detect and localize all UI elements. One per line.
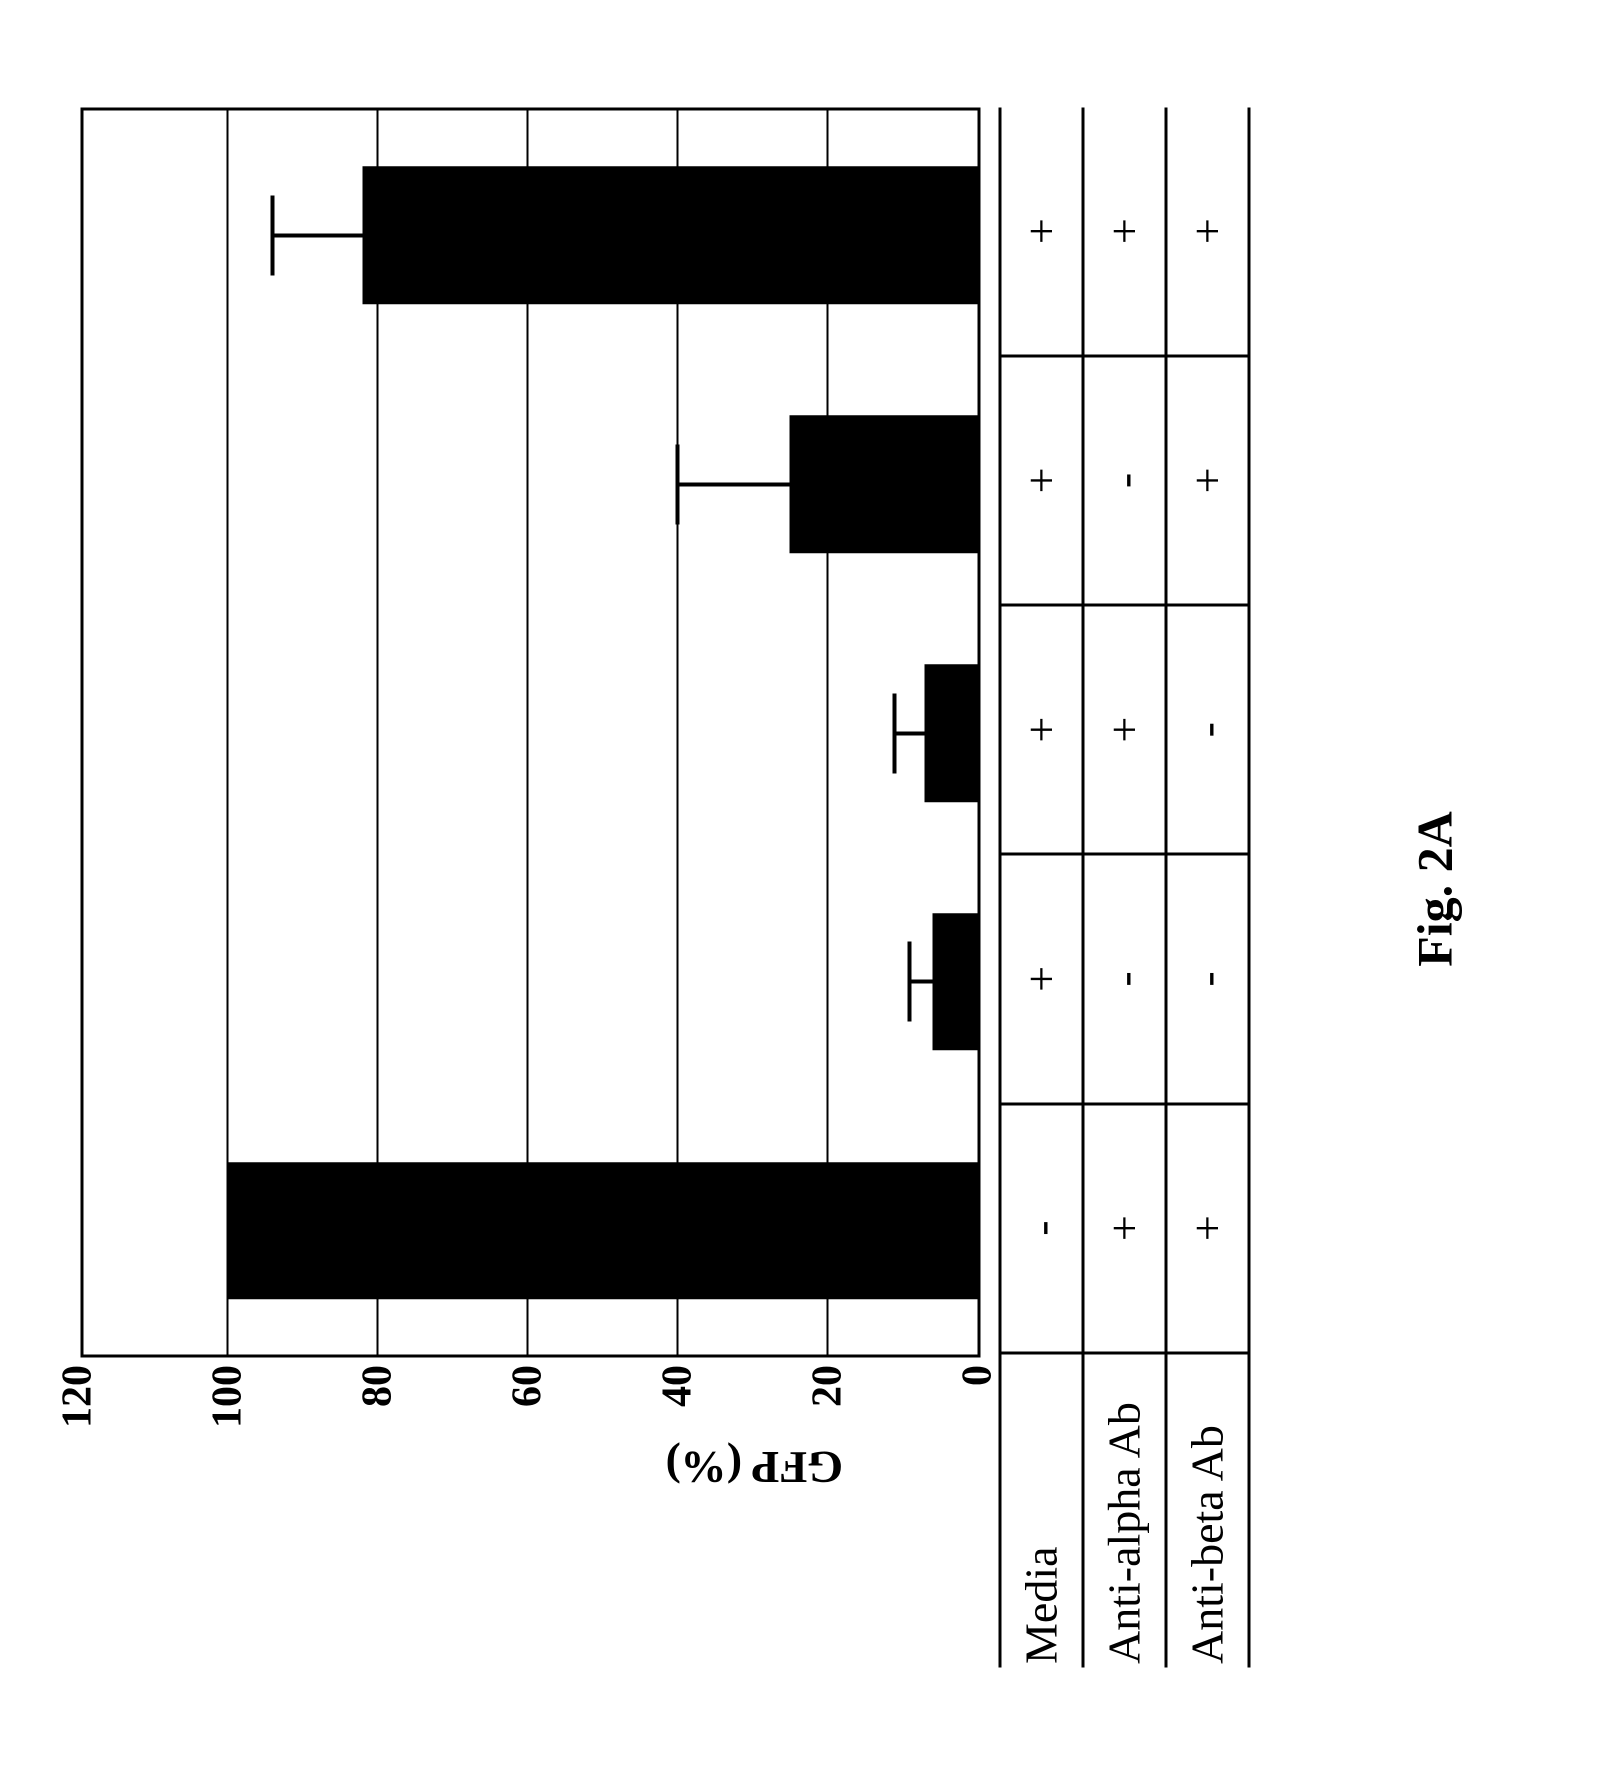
bars-container <box>83 111 977 1355</box>
condition-cell: - <box>1083 854 1166 1103</box>
error-cap <box>953 942 957 1022</box>
bar-slot <box>83 1106 977 1355</box>
y-tick-label: 100 <box>203 1365 251 1445</box>
bar-chart: GFP (%) 020406080100120 Media-++++Anti-a… <box>80 108 1250 1458</box>
condition-cell: + <box>1000 854 1083 1103</box>
condition-cell: + <box>1000 108 1083 356</box>
y-tick-label: 60 <box>503 1365 551 1445</box>
error-cap <box>953 693 957 773</box>
y-tick-label: 20 <box>803 1365 851 1445</box>
condition-cell: + <box>1083 605 1166 854</box>
error-cap <box>900 444 904 524</box>
bar-slot <box>83 609 977 858</box>
condition-label: Anti-alpha Ab <box>1083 1353 1166 1668</box>
condition-cell: + <box>1000 356 1083 605</box>
condition-cell: + <box>1083 1104 1166 1353</box>
condition-cell: - <box>1166 605 1249 854</box>
condition-row: Media-++++ <box>1000 108 1083 1668</box>
condition-table: Media-++++Anti-alpha Ab+-+-+Anti-beta Ab… <box>998 108 1250 1668</box>
condition-cell: + <box>1166 108 1249 356</box>
y-tick-label: 120 <box>53 1365 101 1445</box>
figure-caption: Fig. 2A <box>1405 0 1463 1778</box>
error-bar <box>895 731 955 735</box>
error-cap <box>450 195 454 275</box>
y-tick-label: 0 <box>953 1365 1001 1445</box>
condition-label: Media <box>1000 1353 1083 1668</box>
error-cap <box>675 444 679 524</box>
condition-row: Anti-beta Ab+--++ <box>1166 108 1249 1668</box>
error-cap <box>270 195 274 275</box>
condition-cell: - <box>1000 1104 1083 1353</box>
bar-slot <box>83 857 977 1106</box>
plot-area: 020406080100120 <box>80 108 980 1358</box>
condition-label: Anti-beta Ab <box>1166 1353 1249 1668</box>
y-tick-label: 80 <box>353 1365 401 1445</box>
bar-slot <box>83 360 977 609</box>
y-axis-label: GFP (%) <box>665 1442 843 1495</box>
error-cap <box>893 693 897 773</box>
bar <box>227 1162 977 1300</box>
y-tick-label: 40 <box>653 1365 701 1445</box>
condition-row: Anti-alpha Ab+-+-+ <box>1083 108 1166 1668</box>
bar <box>362 167 977 305</box>
error-bar <box>677 482 902 486</box>
condition-cell: - <box>1083 356 1166 605</box>
error-bar <box>910 980 955 984</box>
error-cap <box>908 942 912 1022</box>
condition-cell: + <box>1083 108 1166 356</box>
condition-cell: + <box>1000 605 1083 854</box>
error-bar <box>272 233 452 237</box>
bar-slot <box>83 111 977 360</box>
condition-cell: - <box>1166 854 1249 1103</box>
condition-cell: + <box>1166 1104 1249 1353</box>
condition-cell: + <box>1166 356 1249 605</box>
